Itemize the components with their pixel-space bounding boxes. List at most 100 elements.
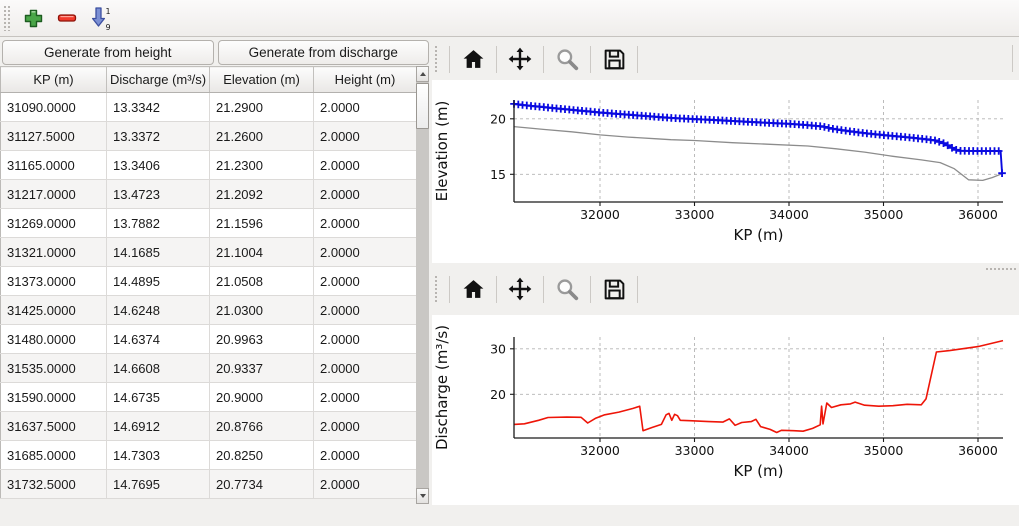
table-cell[interactable]: 14.7695 <box>106 469 210 499</box>
remove-row-button[interactable] <box>52 3 82 33</box>
table-cell[interactable]: 13.3406 <box>106 150 210 180</box>
table-cell[interactable]: 21.2900 <box>209 92 314 122</box>
zoom-button[interactable] <box>550 43 584 75</box>
column-header[interactable]: Height (m) <box>313 66 417 93</box>
save-button[interactable] <box>597 273 631 305</box>
table-cell[interactable]: 2.0000 <box>313 208 417 238</box>
discharge-chart-canvas[interactable]: 32000 33000 34000 35000 36000 20 30 KP (m) Disch… <box>432 315 1019 505</box>
table-scrollbar[interactable] <box>416 66 429 504</box>
toolbar-grip[interactable] <box>434 45 439 73</box>
table-cell[interactable]: 13.3342 <box>106 92 210 122</box>
table-row[interactable]: 31127.5000 13.3372 21.2600 2.0000 <box>0 121 417 151</box>
table-cell[interactable]: 31269.0000 <box>0 208 107 238</box>
column-header[interactable]: Discharge (m³/s) <box>106 66 210 93</box>
column-header[interactable]: KP (m) <box>0 66 107 93</box>
table-cell[interactable]: 20.8250 <box>209 440 314 470</box>
table-row[interactable]: 31217.0000 13.4723 21.2092 2.0000 <box>0 179 417 209</box>
table-cell[interactable]: 2.0000 <box>313 353 417 383</box>
table-cell[interactable]: 2.0000 <box>313 237 417 267</box>
table-cell[interactable]: 31480.0000 <box>0 324 107 354</box>
generate-from-discharge-button[interactable]: Generate from discharge <box>217 40 429 65</box>
table-cell[interactable]: 31090.0000 <box>0 92 107 122</box>
table-cell[interactable]: 21.1596 <box>209 208 314 238</box>
table-cell[interactable]: 20.9337 <box>209 353 314 383</box>
table-cell[interactable]: 14.7303 <box>106 440 210 470</box>
table-cell[interactable]: 20.8766 <box>209 411 314 441</box>
table-cell[interactable]: 2.0000 <box>313 382 417 412</box>
toolbar-grip[interactable] <box>434 275 439 303</box>
pan-button[interactable] <box>503 273 537 305</box>
home-button[interactable] <box>456 43 490 75</box>
table-cell[interactable]: 21.1004 <box>209 237 314 267</box>
table-cell[interactable]: 31535.0000 <box>0 353 107 383</box>
table-cell[interactable]: 31637.5000 <box>0 411 107 441</box>
table-cell[interactable]: 31217.0000 <box>0 179 107 209</box>
table-row[interactable]: 31685.0000 14.7303 20.8250 2.0000 <box>0 440 417 470</box>
elevation-chart-canvas[interactable]: 32000 33000 34000 35000 36000 15 20 KP (m) Eleva… <box>432 80 1019 263</box>
table-cell[interactable]: 14.6735 <box>106 382 210 412</box>
table-row[interactable]: 31425.0000 14.6248 21.0300 2.0000 <box>0 295 417 325</box>
table-row[interactable]: 31373.0000 14.4895 21.0508 2.0000 <box>0 266 417 296</box>
table-cell[interactable]: 31373.0000 <box>0 266 107 296</box>
table-cell[interactable]: 31425.0000 <box>0 295 107 325</box>
table-cell[interactable]: 14.6912 <box>106 411 210 441</box>
table-cell[interactable]: 2.0000 <box>313 179 417 209</box>
table-cell[interactable]: 13.7882 <box>106 208 210 238</box>
table-row[interactable]: 31480.0000 14.6374 20.9963 2.0000 <box>0 324 417 354</box>
add-row-button[interactable] <box>18 3 48 33</box>
table-row[interactable]: 31732.5000 14.7695 20.7734 2.0000 <box>0 469 417 499</box>
separator <box>637 45 638 73</box>
table-cell[interactable]: 31321.0000 <box>0 237 107 267</box>
generate-from-height-button[interactable]: Generate from height <box>2 40 214 65</box>
table-row[interactable]: 31535.0000 14.6608 20.9337 2.0000 <box>0 353 417 383</box>
table-cell[interactable]: 21.2600 <box>209 121 314 151</box>
discharge-chart[interactable]: 32000 33000 34000 35000 36000 20 30 KP (m) Disch… <box>432 315 1019 505</box>
table-cell[interactable]: 21.0300 <box>209 295 314 325</box>
table-cell[interactable]: 20.9000 <box>209 382 314 412</box>
table-row[interactable]: 31590.0000 14.6735 20.9000 2.0000 <box>0 382 417 412</box>
table-cell[interactable]: 14.6608 <box>106 353 210 383</box>
table-row[interactable]: 31269.0000 13.7882 21.1596 2.0000 <box>0 208 417 238</box>
table-cell[interactable]: 31127.5000 <box>0 121 107 151</box>
scrollbar-thumb[interactable] <box>416 83 429 129</box>
table-row[interactable]: 31321.0000 14.1685 21.1004 2.0000 <box>0 237 417 267</box>
table-cell[interactable]: 20.9963 <box>209 324 314 354</box>
table-cell[interactable]: 31732.5000 <box>0 469 107 499</box>
elevation-chart[interactable]: 32000 33000 34000 35000 36000 15 20 KP (m) Eleva… <box>432 80 1019 263</box>
table-cell[interactable]: 31590.0000 <box>0 382 107 412</box>
table-cell[interactable]: 2.0000 <box>313 121 417 151</box>
table-cell[interactable]: 2.0000 <box>313 469 417 499</box>
table-cell[interactable]: 2.0000 <box>313 324 417 354</box>
table-cell[interactable]: 14.4895 <box>106 266 210 296</box>
table-row[interactable]: 31090.0000 13.3342 21.2900 2.0000 <box>0 92 417 122</box>
save-button[interactable] <box>597 43 631 75</box>
table-cell[interactable]: 2.0000 <box>313 150 417 180</box>
table-cell[interactable]: 20.7734 <box>209 469 314 499</box>
table-cell[interactable]: 2.0000 <box>313 266 417 296</box>
table-cell[interactable]: 21.0508 <box>209 266 314 296</box>
table-row[interactable]: 31637.5000 14.6912 20.8766 2.0000 <box>0 411 417 441</box>
scroll-down-button[interactable] <box>416 488 429 504</box>
table-cell[interactable]: 14.6374 <box>106 324 210 354</box>
table-cell[interactable]: 21.2300 <box>209 150 314 180</box>
table-cell[interactable]: 13.4723 <box>106 179 210 209</box>
pan-button[interactable] <box>503 43 537 75</box>
table-cell[interactable]: 21.2092 <box>209 179 314 209</box>
table-cell[interactable]: 2.0000 <box>313 92 417 122</box>
table-cell[interactable]: 2.0000 <box>313 411 417 441</box>
zoom-button[interactable] <box>550 273 584 305</box>
sort-button[interactable]: 1 9 <box>86 3 116 33</box>
toolbar-grip[interactable] <box>3 5 10 31</box>
column-header[interactable]: Elevation (m) <box>209 66 314 93</box>
table-cell[interactable]: 31165.0000 <box>0 150 107 180</box>
table-cell[interactable]: 14.6248 <box>106 295 210 325</box>
table-cell[interactable]: 14.1685 <box>106 237 210 267</box>
table-cell[interactable]: 2.0000 <box>313 440 417 470</box>
table-row[interactable]: 31165.0000 13.3406 21.2300 2.0000 <box>0 150 417 180</box>
table-cell[interactable]: 2.0000 <box>313 295 417 325</box>
scroll-up-button[interactable] <box>416 66 429 82</box>
panel-grip[interactable] <box>985 267 1017 272</box>
home-button[interactable] <box>456 273 490 305</box>
table-cell[interactable]: 31685.0000 <box>0 440 107 470</box>
table-cell[interactable]: 13.3372 <box>106 121 210 151</box>
